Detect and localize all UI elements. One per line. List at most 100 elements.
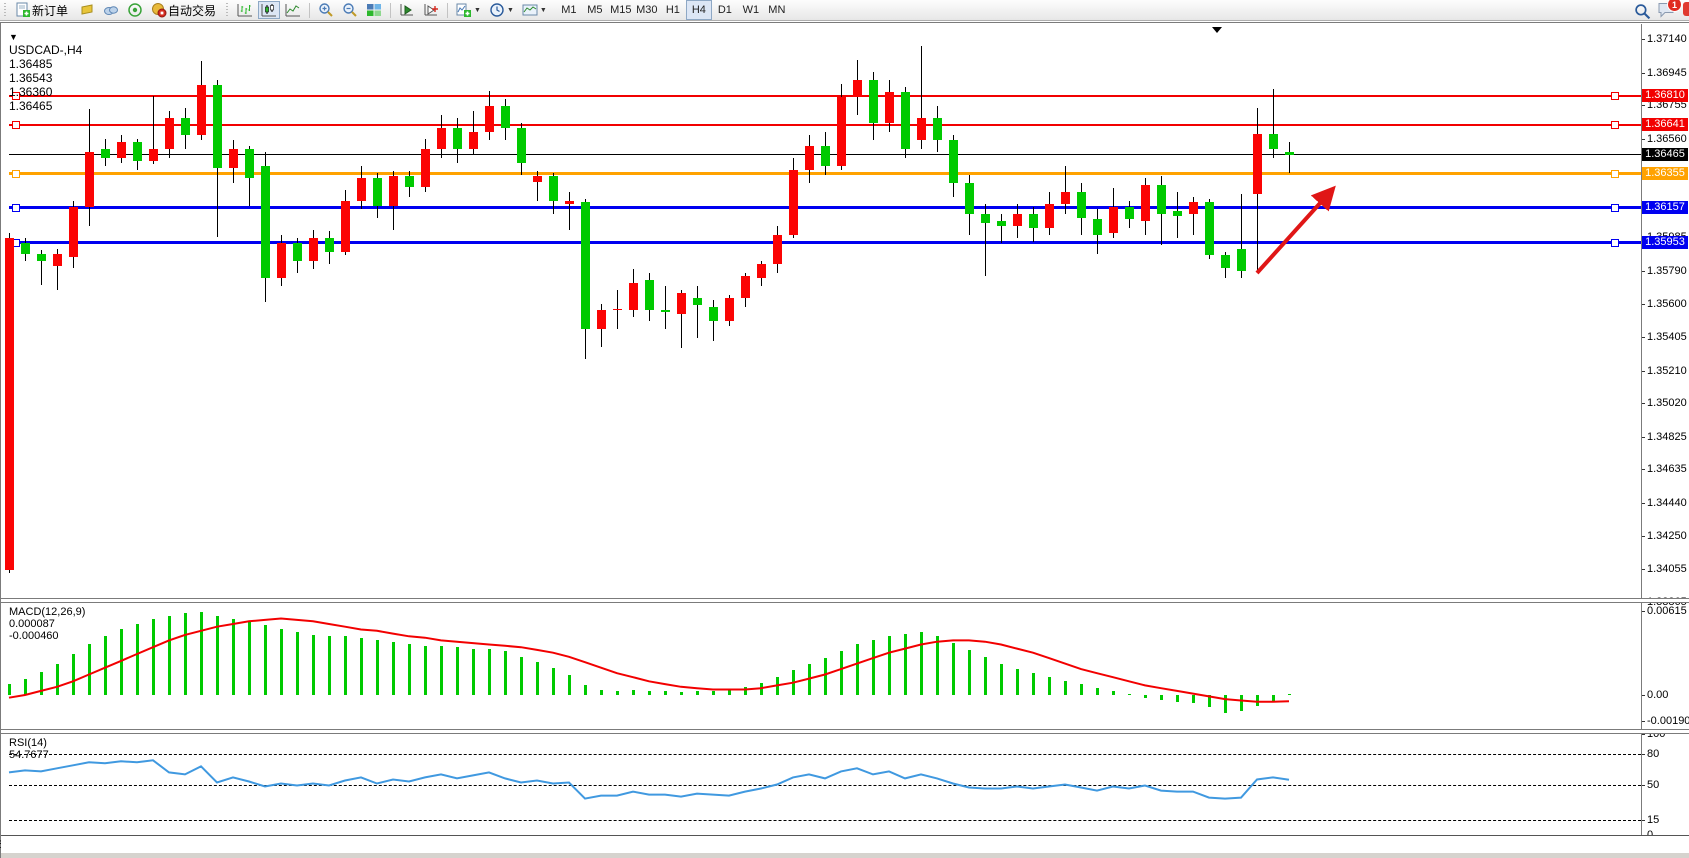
bear-candle <box>517 128 526 163</box>
macd-bar <box>280 629 283 695</box>
search-icon[interactable] <box>1634 3 1651 20</box>
timeframe-button-m1[interactable]: M1 <box>561 4 577 16</box>
bear-candle <box>965 183 974 215</box>
macd-bar <box>568 674 571 695</box>
hedge-button[interactable] <box>76 1 98 19</box>
bar-low: 1.36360 <box>9 85 53 99</box>
periods-dropdown-caret[interactable]: ▼ <box>506 6 514 14</box>
macd-bar <box>1032 673 1035 695</box>
line-chart-icon <box>285 4 301 17</box>
bull-candle <box>1045 203 1054 228</box>
indicators-dropdown-caret[interactable]: ▼ <box>474 6 481 14</box>
macd-bar <box>904 633 907 695</box>
macd-bar <box>824 658 827 695</box>
bull-candle <box>805 145 814 170</box>
bull-candle <box>885 92 894 124</box>
pane-splitter[interactable] <box>1 729 1689 734</box>
toolbar-right-group: 1 <box>1634 0 1682 21</box>
line-handle[interactable] <box>12 120 20 129</box>
bear-candle <box>325 238 334 253</box>
macd-bar <box>216 615 219 695</box>
bear-candle <box>21 243 30 254</box>
macd-bar <box>536 662 539 695</box>
line-handle[interactable] <box>1611 169 1619 178</box>
timeframe-button-mn[interactable]: MN <box>768 4 786 16</box>
macd-axis-label: -0.001906 <box>1647 715 1689 728</box>
macd-bar <box>1096 688 1099 695</box>
timeframe-button-w1[interactable]: W1 <box>742 4 760 16</box>
auto-trading-label: 自动交易 <box>168 3 217 18</box>
price-tick-label: 1.35210 <box>1647 364 1687 377</box>
auto-trading-button[interactable]: 自动交易 <box>148 1 222 19</box>
bear-candle <box>901 92 910 149</box>
rsi-axis-label: 15 <box>1647 813 1660 826</box>
macd-axis-tick <box>1641 695 1645 696</box>
chart-shift-marker[interactable] <box>1212 27 1222 33</box>
bear-candle <box>213 85 222 168</box>
line-handle[interactable] <box>1611 203 1619 212</box>
bull-candle <box>437 128 446 149</box>
toolbar-grip[interactable] <box>4 3 8 17</box>
rsi-level-line <box>9 784 1641 786</box>
bull-candle <box>117 142 126 158</box>
bull-candle <box>1189 202 1198 215</box>
line-handle[interactable] <box>1611 120 1619 129</box>
bear-candle <box>293 243 302 261</box>
macd-bar <box>1112 690 1115 695</box>
macd-bar <box>360 637 363 695</box>
template-icon <box>522 4 538 16</box>
line-handle[interactable] <box>12 91 20 100</box>
zoom-in-icon <box>319 3 333 17</box>
zoom-in-button[interactable] <box>315 1 337 19</box>
timeframe-button-m30[interactable]: M30 <box>636 4 658 16</box>
bear-candle <box>645 279 654 311</box>
horizontal-line-object[interactable] <box>9 206 1641 210</box>
market-depth-button[interactable] <box>100 1 122 19</box>
templates-dropdown-caret[interactable]: ▼ <box>539 6 547 14</box>
toolbar-grip[interactable] <box>226 3 231 17</box>
line-chart-button[interactable] <box>282 1 304 19</box>
macd-axis-label: 0.00 <box>1647 689 1669 701</box>
rsi-level-line <box>9 819 1641 821</box>
new-order-button[interactable]: 新订单 <box>12 1 74 19</box>
timeframe-button-m15[interactable]: M15 <box>610 4 632 16</box>
notifications-button[interactable]: 1 <box>1657 0 1682 21</box>
bear-candle <box>1269 133 1278 149</box>
symbol-dropdown-caret[interactable]: ▼ <box>9 32 18 42</box>
signals-button[interactable] <box>124 1 146 19</box>
timeframe-button-h1[interactable]: H1 <box>665 4 680 16</box>
horizontal-line-object[interactable] <box>9 123 1641 126</box>
bar-chart-button[interactable] <box>234 1 256 19</box>
macd-axis-tick <box>1641 721 1645 723</box>
candle-wick <box>921 45 922 149</box>
price-tick-label: 1.36945 <box>1647 66 1687 79</box>
timeframe-button-d1[interactable]: D1 <box>717 4 732 16</box>
auto-scroll-button[interactable] <box>396 1 418 19</box>
macd-bar <box>1000 663 1003 695</box>
timeframe-button-h4[interactable]: H4 <box>685 0 712 20</box>
timeframe-button-m5[interactable]: M5 <box>587 4 603 16</box>
chart-shift-button[interactable] <box>420 1 442 19</box>
bear-candle <box>933 118 942 141</box>
tile-windows-button[interactable] <box>363 1 385 19</box>
pane-splitter[interactable] <box>1 598 1689 603</box>
horizontal-line-object[interactable] <box>9 241 1641 245</box>
templates-button[interactable]: ▼ <box>519 1 550 19</box>
macd-bar <box>760 682 763 695</box>
line-handle[interactable] <box>12 169 20 178</box>
line-handle[interactable] <box>1611 91 1619 100</box>
price-tick-label: 1.35600 <box>1647 297 1687 310</box>
time-axis[interactable] <box>1 835 1689 854</box>
bar-high: 1.36543 <box>9 71 53 85</box>
indicators-button[interactable]: ▼ <box>453 1 484 19</box>
macd-bar <box>504 651 507 695</box>
horizontal-line-object[interactable] <box>9 94 1641 97</box>
macd-bar <box>680 692 683 695</box>
macd-bar <box>392 641 395 695</box>
line-handle[interactable] <box>12 203 20 212</box>
zoom-out-button[interactable] <box>339 1 361 19</box>
bull-candle <box>613 308 622 311</box>
candlestick-chart-button[interactable] <box>258 1 281 19</box>
line-handle[interactable] <box>1611 238 1619 247</box>
periods-button[interactable]: ▼ <box>486 1 517 19</box>
